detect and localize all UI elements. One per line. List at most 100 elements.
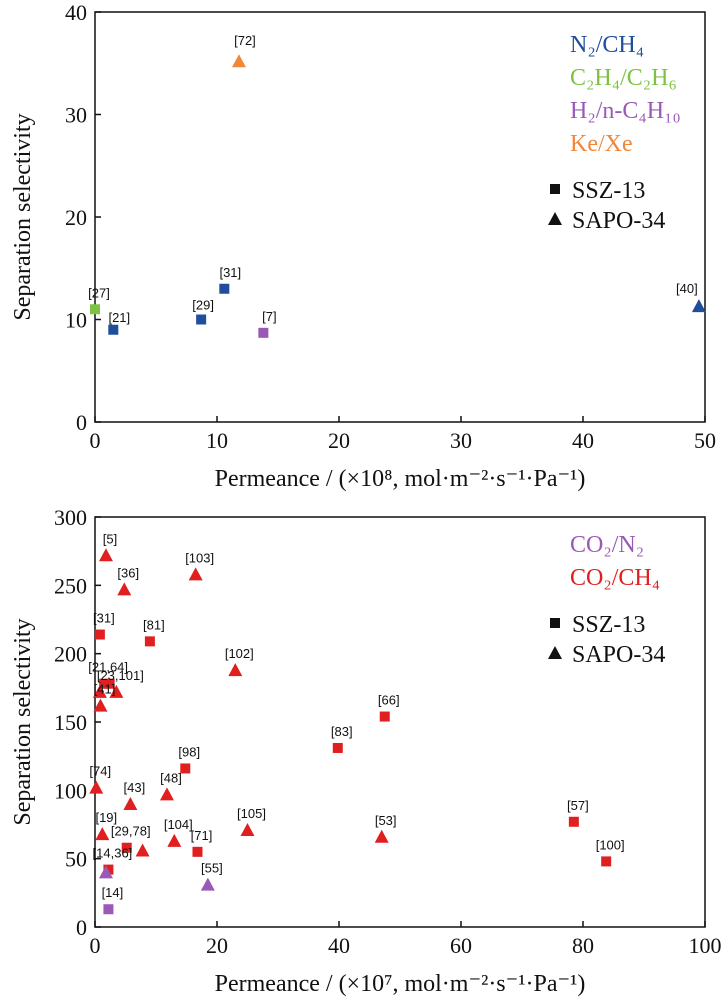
point-annotation: [66] [378, 693, 400, 708]
y-tick-label: 20 [65, 205, 87, 230]
legend-system-label: Ke/Xe [570, 131, 633, 157]
data-point-triangle [231, 54, 246, 68]
data-point-triangle [167, 833, 182, 847]
data-point-triangle [123, 797, 138, 810]
data-point-square [104, 678, 115, 689]
point-annotation: [29,78] [111, 824, 151, 839]
data-point-triangle [240, 822, 255, 836]
y-axis-title: Separation selectivity [10, 113, 36, 320]
x-tick-label: 80 [572, 933, 594, 958]
point-annotation: [36] [117, 565, 139, 580]
point-annotation: [19] [95, 810, 117, 825]
point-annotation: [105] [237, 806, 266, 821]
data-point-triangle [95, 827, 110, 841]
point-annotation: [81] [143, 617, 165, 632]
point-annotation: [31] [219, 265, 241, 280]
x-tick-label: 10 [206, 428, 228, 453]
chart-panel-bottom: 0 20 40 60 80 100 0 50 100 150 200 250 300 Permeance … [10, 505, 722, 997]
y-tick-label: 40 [65, 0, 87, 25]
y-tick-label: 0 [76, 915, 87, 940]
x-tick-label: 20 [206, 933, 228, 958]
legend-square-marker [550, 618, 560, 628]
point-annotation: [55] [201, 861, 223, 876]
legend-system-label: CO₂/N₂ [570, 532, 644, 558]
data-point-square [103, 904, 114, 915]
point-annotation: [7] [262, 309, 276, 324]
legend-marker-label: SSZ-13 [572, 612, 645, 638]
point-annotation: [83] [331, 724, 353, 739]
point-annotation: [57] [567, 798, 589, 813]
point-annotation: [102] [225, 646, 254, 661]
data-point-triangle [98, 865, 113, 879]
data-point-square [90, 304, 100, 315]
data-point-square [108, 324, 119, 335]
data-point-triangle [200, 877, 215, 891]
data-point-triangle [89, 780, 104, 794]
legend-triangle-marker [548, 646, 562, 659]
data-point-triangle [188, 567, 203, 581]
point-annotation: [23,101] [97, 668, 144, 683]
x-tick-label: 0 [90, 428, 101, 453]
point-annotation: [31] [93, 611, 115, 626]
point-annotation: [21] [108, 310, 130, 325]
y-axis-title: Separation selectivity [10, 618, 36, 825]
y-tick-label: 150 [54, 710, 87, 735]
point-annotation: [53] [375, 813, 397, 828]
y-tick-label: 50 [65, 847, 87, 872]
x-tick-label: 30 [450, 428, 472, 453]
legend-marker-label: SAPO-34 [572, 642, 665, 668]
x-tick-label: 40 [328, 933, 350, 958]
point-annotation: [27] [88, 285, 110, 300]
point-annotation: [74] [89, 764, 111, 779]
legend-triangle-marker [548, 212, 562, 225]
data-point-triangle [92, 684, 107, 698]
data-point-square [94, 629, 105, 640]
chart-panel-top: 0 10 20 30 40 50 0 10 20 30 40 Permeance / (×10⁸, m… [10, 0, 716, 492]
point-annotation: [14,36] [93, 846, 133, 861]
point-annotation: [48] [160, 770, 182, 785]
y-tick-label: 250 [54, 573, 87, 598]
data-point-triangle [228, 663, 243, 677]
data-point-square [99, 678, 110, 689]
point-annotation: [41] [94, 682, 116, 697]
y-tick-label: 100 [54, 778, 87, 803]
x-axis-title: Permeance / (×10⁸, mol·m⁻²·s⁻¹·Pa⁻¹) [215, 466, 586, 492]
data-point-triangle [117, 582, 132, 596]
data-point-triangle [93, 698, 108, 712]
y-tick-label: 300 [54, 505, 87, 530]
point-annotation: [104] [164, 817, 193, 832]
point-annotation: [103] [185, 550, 214, 565]
point-annotation: [21,64] [88, 660, 128, 675]
y-tick-label: 10 [65, 308, 87, 333]
data-point-triangle [374, 829, 389, 843]
legend-system-label: H₂/n-C₄H₁₀ [570, 98, 681, 124]
point-annotation: [40] [676, 281, 698, 296]
data-point-square [568, 816, 579, 827]
legend-marker-label: SAPO-34 [572, 208, 665, 234]
point-annotation: [5] [103, 531, 117, 546]
data-point-triangle [135, 843, 150, 857]
data-point-triangle [691, 299, 706, 313]
legend-marker-label: SSZ-13 [572, 178, 645, 204]
data-point-square [332, 742, 343, 753]
y-tick-label: 0 [76, 410, 87, 435]
legend-square-marker [550, 184, 560, 194]
legend-system-label: N₂/CH₄ [570, 32, 644, 58]
point-annotation: [43] [124, 780, 146, 795]
data-point-square [192, 846, 203, 857]
legend-system-label: C₂H₄/C₂H₆ [570, 65, 677, 91]
data-point-square [180, 763, 191, 774]
data-point-square [219, 283, 230, 294]
point-annotation: [100] [596, 837, 625, 852]
x-tick-label: 60 [450, 933, 472, 958]
x-tick-label: 0 [90, 933, 101, 958]
data-point-triangle [109, 684, 124, 698]
x-tick-label: 20 [328, 428, 350, 453]
point-annotation: [71] [191, 828, 213, 843]
data-point-triangle [159, 787, 174, 801]
data-point-square [258, 327, 269, 338]
point-annotation: [29] [192, 298, 214, 313]
y-tick-label: 200 [54, 642, 87, 667]
